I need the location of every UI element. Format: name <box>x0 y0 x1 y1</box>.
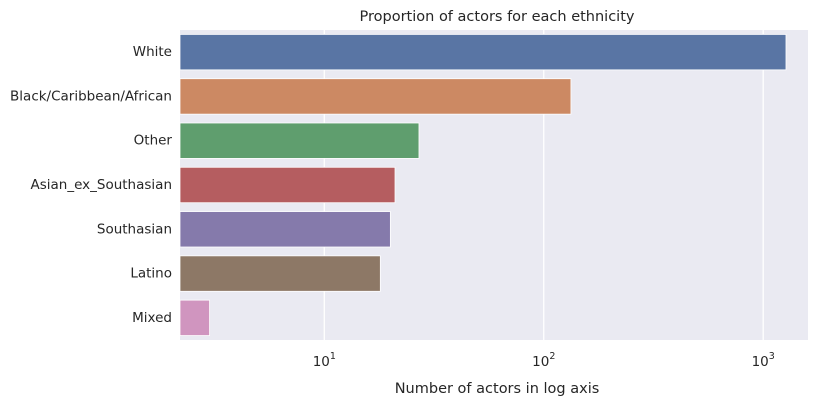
x-tick-exponent: 1 <box>330 351 336 362</box>
x-tick-exponent: 3 <box>769 351 775 362</box>
y-tick-label: Other <box>134 133 173 149</box>
x-tick-label: 103 <box>752 351 775 370</box>
y-tick-label: Asian_ex_Southasian <box>30 177 172 193</box>
x-axis-title: Number of actors in log axis <box>395 381 600 397</box>
y-tick-label: Black/Caribbean/African <box>10 88 172 104</box>
y-tick-labels: White Black/Caribbean/African Other Asian_e… <box>10 44 172 326</box>
bar-asian-ex-southasian <box>179 166 396 204</box>
bar-southasian <box>179 211 391 248</box>
x-tick-label: 101 <box>313 351 336 370</box>
chart-title: Proportion of actors for each ethnicity <box>360 9 635 25</box>
x-tick-base: 10 <box>313 354 330 370</box>
x-tick-label: 102 <box>532 351 555 370</box>
bar-mixed <box>179 299 210 336</box>
bar-latino <box>179 255 381 292</box>
x-tick-base: 10 <box>532 354 549 370</box>
y-tick-label: Latino <box>130 266 172 282</box>
x-tick-labels: 101 102 103 <box>313 351 775 370</box>
bars <box>179 34 787 336</box>
x-tick-exponent: 2 <box>549 351 555 362</box>
bar-other <box>179 122 420 159</box>
y-tick-label: Southasian <box>97 221 172 237</box>
bar-white <box>179 34 787 71</box>
y-tick-label: White <box>133 44 172 60</box>
x-tick-base: 10 <box>752 354 769 370</box>
bar-black-caribbean-african <box>179 78 572 115</box>
y-tick-label: Mixed <box>132 310 172 326</box>
